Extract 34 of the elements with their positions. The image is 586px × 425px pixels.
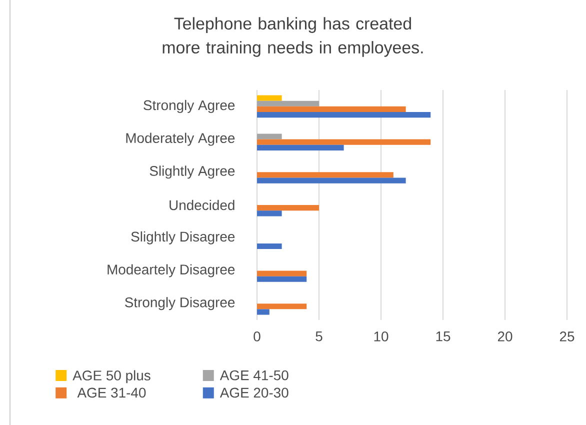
y-tick-label: Slightly Agree: [150, 166, 235, 179]
x-tick-label: 10: [374, 332, 388, 342]
bar: [257, 139, 431, 145]
y-tick-label: Slightly Disagree: [131, 231, 235, 244]
y-tick-label: Strongly Agree: [144, 100, 235, 113]
y-tick-label: Moderately Agree: [126, 132, 235, 146]
bar: [257, 304, 307, 310]
bar: [257, 178, 406, 184]
y-tick-label: Strongly Disagree: [125, 297, 235, 310]
bar: [257, 100, 320, 106]
bar: [257, 106, 406, 112]
y-tick-label: Undecided: [170, 200, 234, 210]
legend-label: AGE 50 plus: [72, 370, 150, 384]
y-tick-label: Modeartely Disagree: [108, 264, 235, 278]
bar: [257, 243, 282, 250]
x-tick-label: 0: [254, 332, 260, 342]
chart-title: Telephone banking has created more training needs in employees.: [162, 17, 423, 57]
bar: [257, 95, 282, 101]
bar: [257, 205, 320, 211]
legend-label: AGE 20-30: [220, 388, 288, 398]
x-tick-label: 25: [560, 332, 574, 342]
bar: [257, 210, 282, 216]
legend-label: AGE 41-50: [220, 370, 288, 380]
bar: [257, 270, 307, 276]
x-tick-label: 5: [316, 332, 322, 342]
bar: [257, 276, 307, 282]
bar: [257, 309, 270, 315]
legend-label: AGE 31-40: [77, 388, 146, 398]
bar: [257, 172, 394, 178]
bar: [257, 144, 344, 150]
bar: [257, 112, 431, 118]
x-tick-label: 15: [436, 332, 450, 342]
x-tick-label: 20: [498, 332, 512, 342]
bar: [257, 134, 282, 140]
